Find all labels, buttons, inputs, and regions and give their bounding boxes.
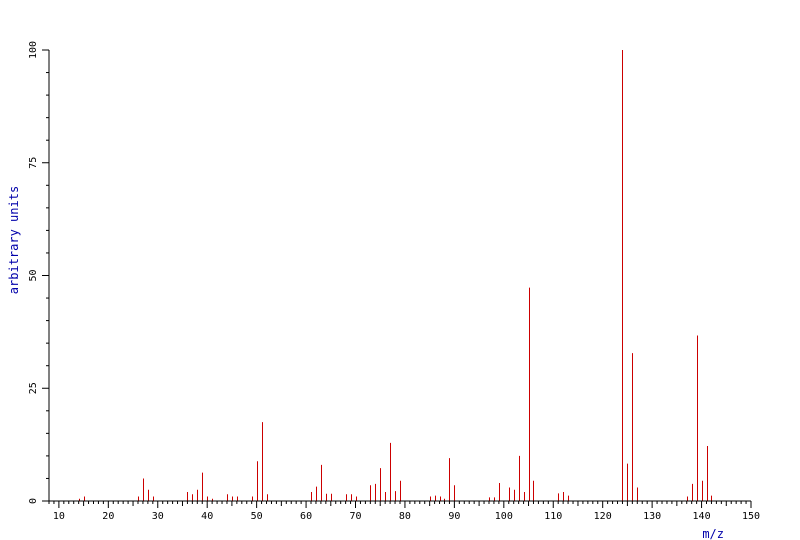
x-tick-label: 10 bbox=[53, 511, 65, 522]
x-tick-label: 60 bbox=[300, 511, 312, 522]
y-tick-label: 0 bbox=[28, 498, 39, 504]
y-axis-ticks: 0 25 50 75 100 bbox=[28, 41, 49, 504]
x-tick-label: 150 bbox=[742, 511, 760, 522]
peak-bars bbox=[79, 50, 712, 501]
x-tick-label: 40 bbox=[201, 511, 213, 522]
x-tick-label: 20 bbox=[102, 511, 114, 522]
y-tick-label: 100 bbox=[28, 41, 39, 59]
y-tick-label: 50 bbox=[28, 269, 39, 281]
x-tick-label: 120 bbox=[594, 511, 612, 522]
x-tick-label: 140 bbox=[693, 511, 711, 522]
y-tick-label: 25 bbox=[28, 382, 39, 394]
x-tick-label: 130 bbox=[643, 511, 661, 522]
x-tick-label: 30 bbox=[152, 511, 164, 522]
x-tick-label: 110 bbox=[544, 511, 562, 522]
x-tick-label: 90 bbox=[448, 511, 460, 522]
y-axis-title: arbitrary units bbox=[7, 186, 21, 294]
x-axis-title: m/z bbox=[702, 527, 724, 540]
x-tick-label: 50 bbox=[251, 511, 263, 522]
x-tick-label: 100 bbox=[495, 511, 513, 522]
x-axis-ticks: 10 20 30 40 50 60 70 80 90 100 110 120 130 140 150 bbox=[48, 501, 760, 522]
x-tick-label: 80 bbox=[399, 511, 411, 522]
y-tick-label: 75 bbox=[28, 157, 39, 169]
x-tick-label: 70 bbox=[349, 511, 361, 522]
